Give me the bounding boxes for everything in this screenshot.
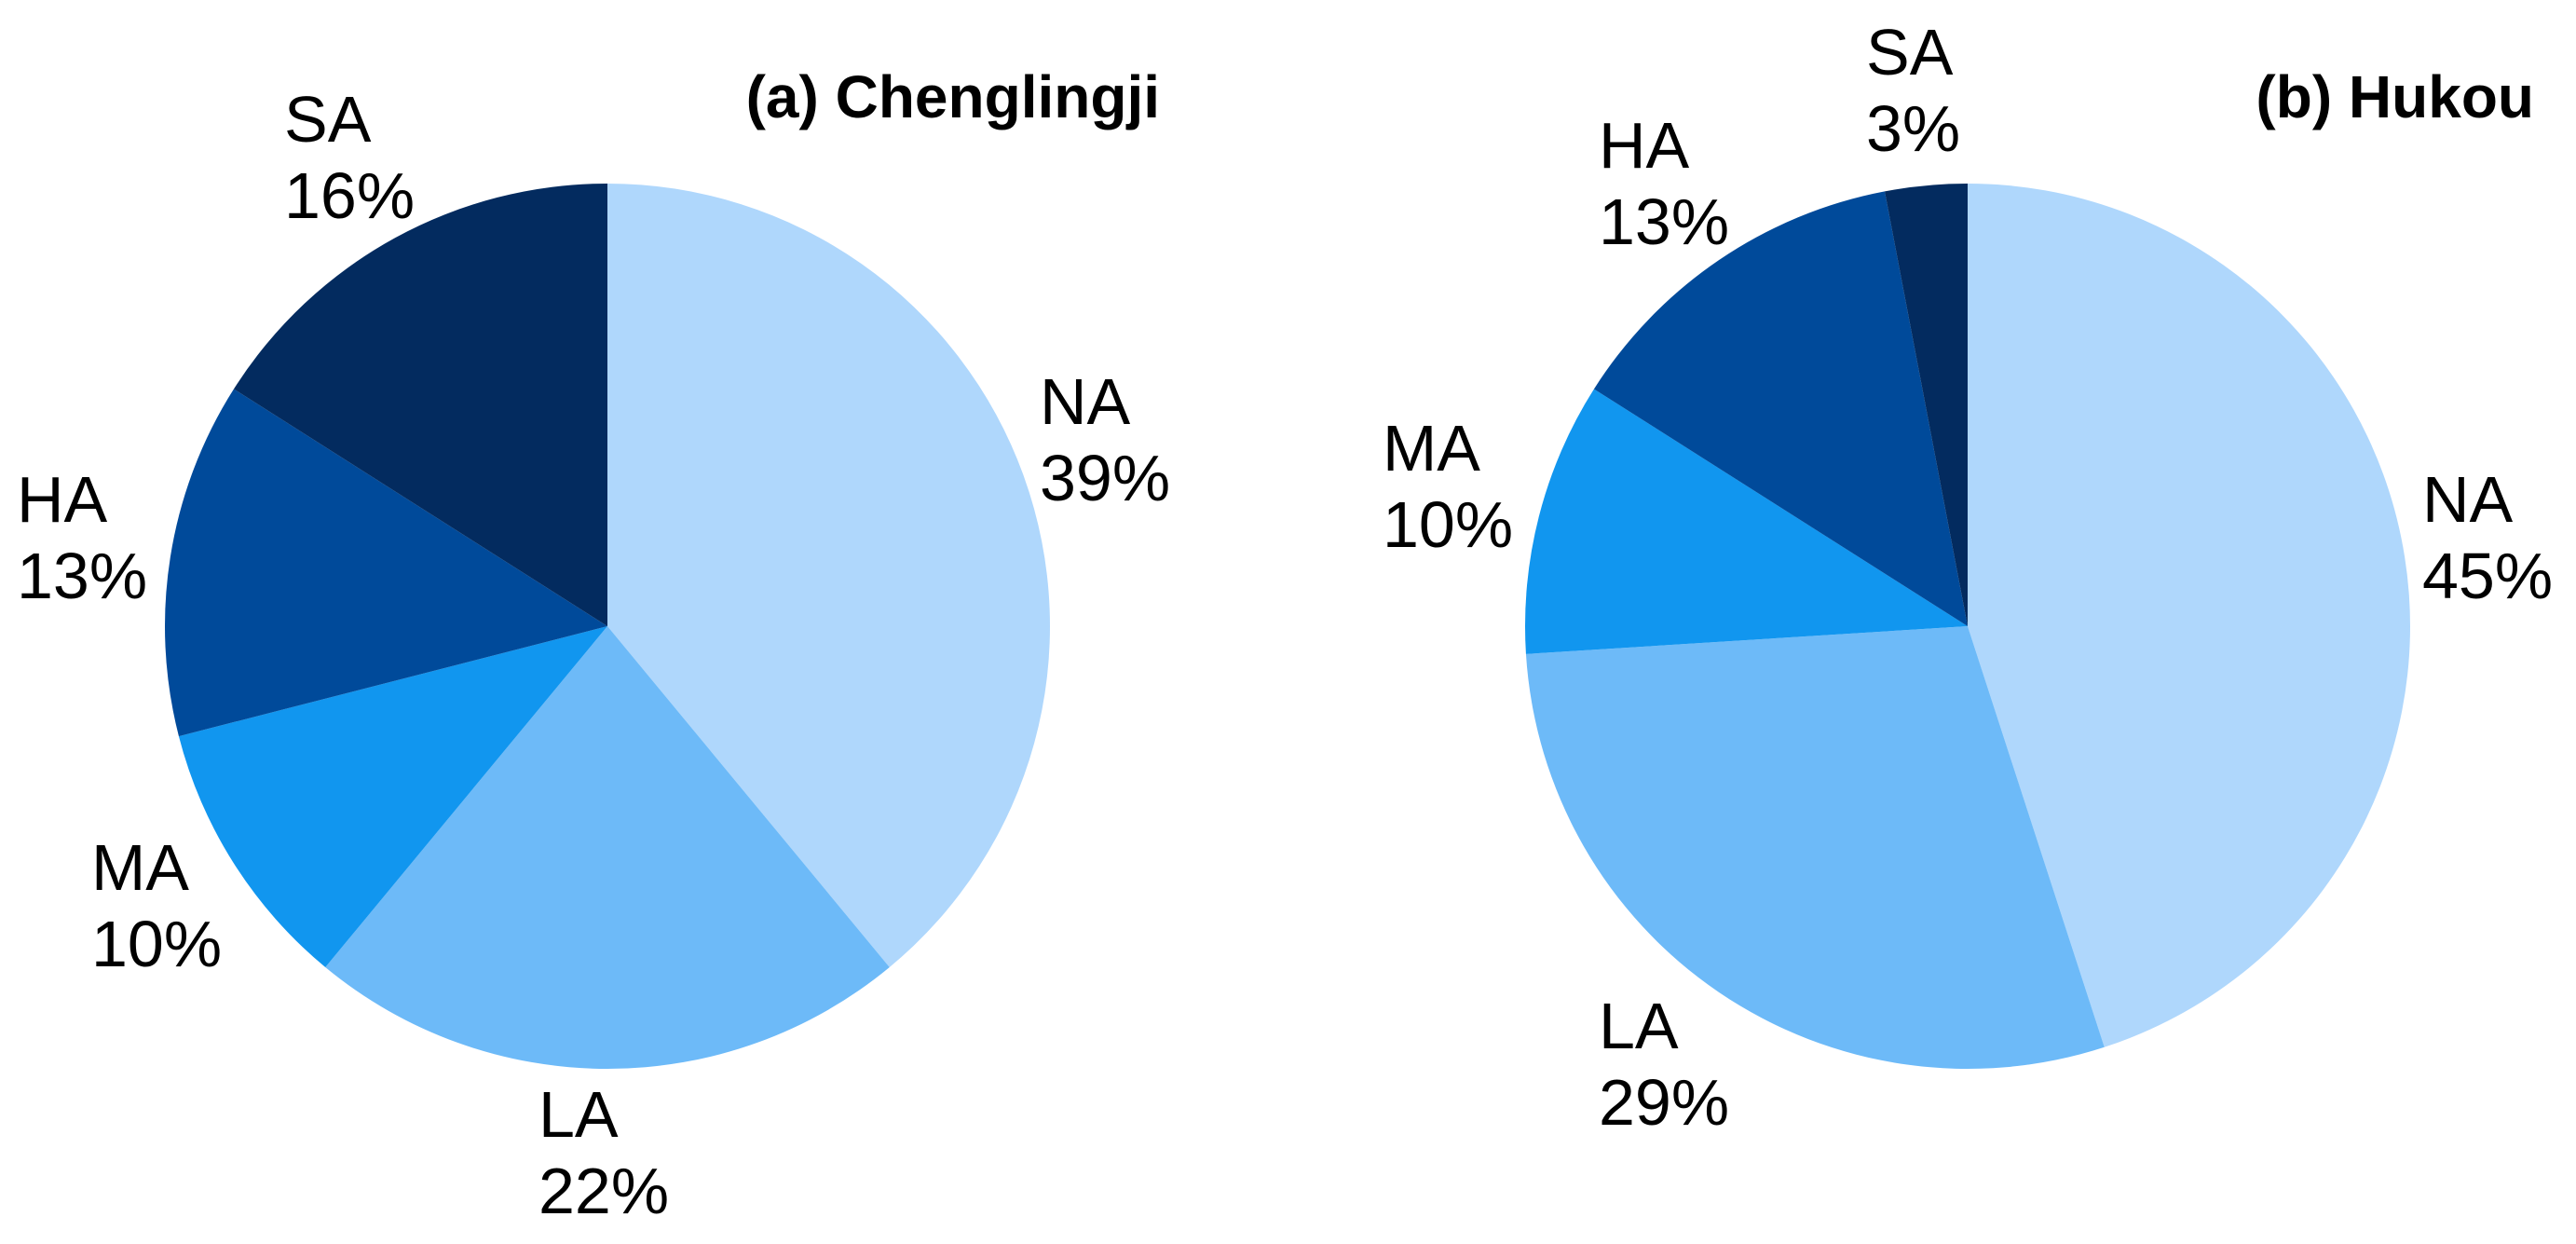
slice-label-la: LA 29% bbox=[1599, 990, 1729, 1139]
pie-slice-ma bbox=[178, 626, 608, 967]
slice-percentage: 13% bbox=[1599, 185, 1729, 258]
slice-category: NA bbox=[1040, 365, 1131, 438]
slice-label-na: NA 45% bbox=[2422, 463, 2553, 612]
slice-percentage: 39% bbox=[1040, 442, 1170, 514]
slice-category: MA bbox=[91, 831, 189, 904]
slice-percentage: 13% bbox=[17, 540, 147, 612]
slice-percentage: 10% bbox=[1383, 488, 1513, 561]
slice-category: SA bbox=[1866, 16, 1954, 89]
slice-category: SA bbox=[284, 83, 372, 156]
slice-label-la: LA 22% bbox=[538, 1078, 669, 1227]
slice-label-ha: HA 13% bbox=[1599, 109, 1729, 258]
slice-category: MA bbox=[1383, 412, 1480, 485]
slice-label-sa: SA 3% bbox=[1866, 16, 1960, 165]
slice-category: HA bbox=[1599, 109, 1690, 182]
slice-percentage: 22% bbox=[538, 1155, 669, 1227]
slice-category: NA bbox=[2422, 463, 2514, 536]
slice-category: LA bbox=[1599, 990, 1679, 1062]
chart-title: (b) Hukou bbox=[2256, 63, 2534, 130]
slice-label-ma: MA 10% bbox=[91, 831, 222, 980]
pie-slice-na bbox=[607, 184, 1050, 967]
slice-category: LA bbox=[538, 1078, 619, 1151]
pie-slice-la bbox=[1525, 626, 2105, 1069]
pie-slice-ha bbox=[1593, 191, 1968, 626]
slice-label-ha: HA 13% bbox=[17, 463, 147, 612]
slice-label-sa: SA 16% bbox=[284, 83, 415, 232]
slice-percentage: 45% bbox=[2422, 540, 2553, 612]
pie-slice-sa bbox=[233, 184, 607, 626]
pie-slice-na bbox=[1968, 184, 2410, 1047]
pie-chart-chenglingji: NA 39% LA 22% MA 10% HA 13% SA 16% (a) Chenglingji bbox=[17, 63, 1170, 1227]
pie-slice-ma bbox=[1525, 389, 1968, 654]
slice-percentage: 3% bbox=[1866, 92, 1960, 165]
slice-label-na: NA 39% bbox=[1040, 365, 1170, 514]
slice-percentage: 29% bbox=[1599, 1066, 1729, 1139]
pie-slice-ha bbox=[164, 389, 608, 737]
pie-slice-la bbox=[325, 626, 890, 1069]
slice-percentage: 10% bbox=[91, 908, 222, 980]
slice-label-ma: MA 10% bbox=[1383, 412, 1513, 561]
chart-title: (a) Chenglingji bbox=[746, 63, 1160, 130]
slice-category: HA bbox=[17, 463, 108, 536]
pie-slice-sa bbox=[1884, 183, 1968, 626]
pie-chart-hukou: NA 45% LA 29% MA 10% HA 13% SA 3% (b) Hukou bbox=[1383, 16, 2553, 1139]
slice-percentage: 16% bbox=[284, 159, 415, 232]
